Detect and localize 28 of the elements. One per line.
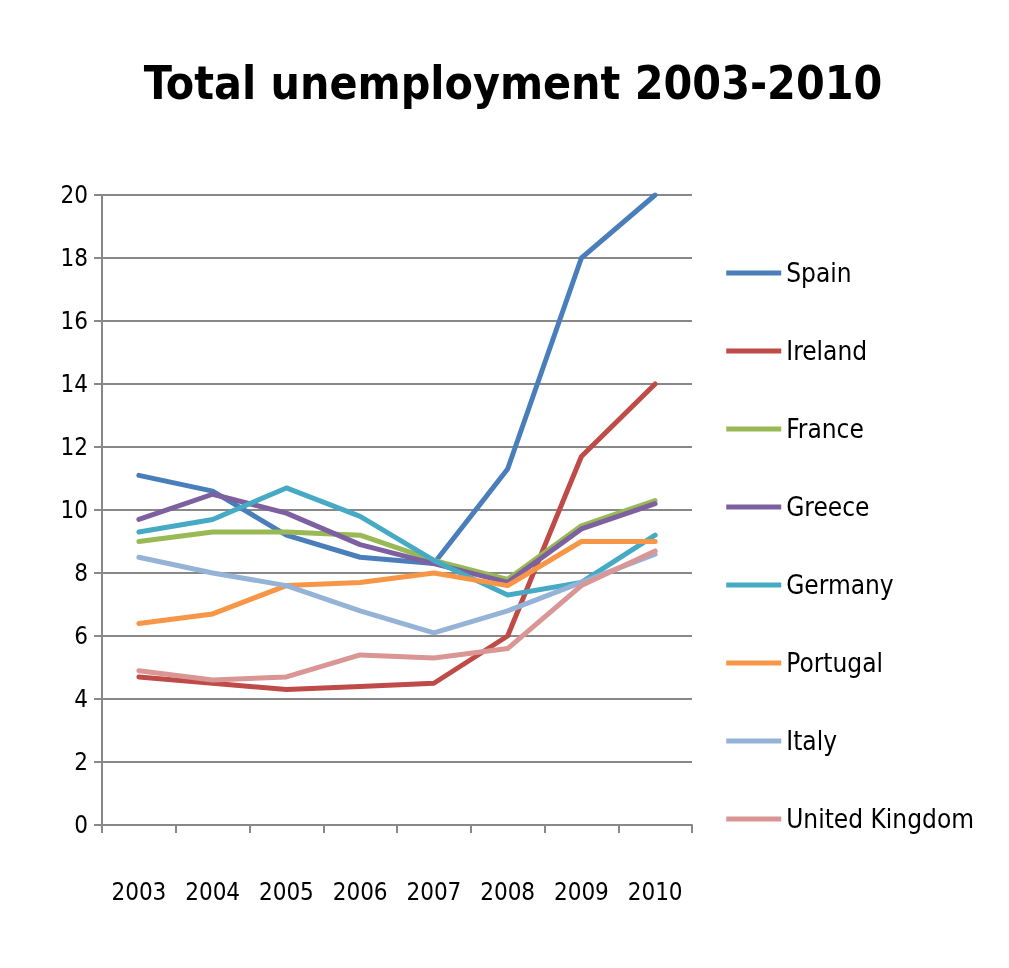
y-tick-label: 0	[74, 811, 88, 839]
chart-title: Total unemployment 2003-2010	[143, 56, 883, 110]
legend-label: France	[786, 414, 864, 444]
legend-label: Italy	[786, 726, 838, 756]
x-tick-label: 2006	[332, 878, 388, 906]
x-tick-label: 2004	[185, 878, 241, 906]
y-tick-label: 6	[74, 622, 88, 650]
y-tick-label: 2	[74, 748, 88, 776]
y-tick-label: 8	[74, 559, 88, 587]
x-tick-label: 2009	[553, 878, 609, 906]
legend-label: Portugal	[786, 648, 884, 678]
y-tick-label: 12	[60, 433, 88, 461]
legend-label: United Kingdom	[786, 804, 974, 834]
y-tick-label: 18	[60, 244, 88, 272]
y-tick-label: 4	[74, 685, 88, 713]
x-tick-label: 2003	[111, 878, 167, 906]
y-tick-label: 20	[60, 181, 88, 209]
x-tick-label: 2005	[258, 878, 314, 906]
x-tick-label: 2007	[406, 878, 462, 906]
y-tick-label: 16	[60, 307, 88, 335]
legend-label: Greece	[786, 492, 870, 522]
x-tick-label: 2008	[480, 878, 536, 906]
x-tick-label: 2010	[627, 878, 683, 906]
y-tick-label: 14	[60, 370, 88, 398]
legend-label: Spain	[786, 258, 852, 288]
y-tick-label: 10	[60, 496, 88, 524]
legend-label: Ireland	[786, 336, 868, 366]
legend-label: Germany	[786, 570, 894, 600]
